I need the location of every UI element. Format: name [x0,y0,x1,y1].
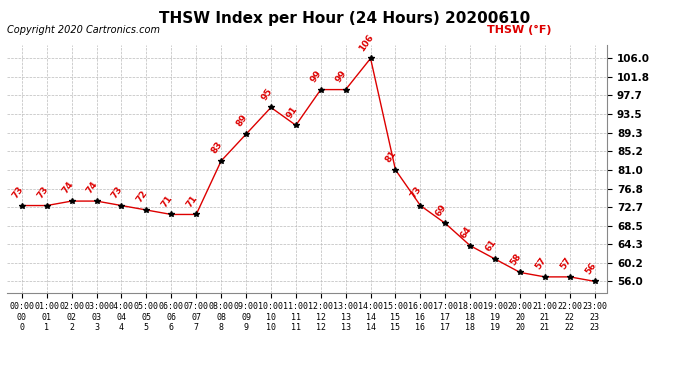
Text: 71: 71 [185,194,199,209]
Text: 58: 58 [509,252,523,267]
Text: Copyright 2020 Cartronics.com: Copyright 2020 Cartronics.com [7,25,160,35]
Text: 106: 106 [357,32,375,53]
Text: 57: 57 [533,256,548,272]
Text: 73: 73 [409,184,424,200]
Text: 73: 73 [110,184,125,200]
Text: 72: 72 [135,189,150,204]
Text: 56: 56 [583,260,598,276]
Text: 81: 81 [384,149,399,164]
Text: 61: 61 [484,238,498,254]
Text: 57: 57 [558,256,573,272]
Text: 99: 99 [309,68,324,84]
Text: 73: 73 [10,184,25,200]
Text: THSW Index per Hour (24 Hours) 20200610: THSW Index per Hour (24 Hours) 20200610 [159,11,531,26]
Text: 74: 74 [60,180,75,195]
Text: 64: 64 [459,225,473,240]
Text: 99: 99 [334,68,349,84]
Text: 69: 69 [434,202,448,218]
Text: 83: 83 [210,140,224,155]
Text: 91: 91 [284,104,299,120]
Text: THSW (°F): THSW (°F) [487,25,551,35]
Text: 95: 95 [259,86,274,102]
Text: 73: 73 [35,184,50,200]
Text: 89: 89 [235,113,249,129]
Text: 74: 74 [85,180,100,195]
Text: 71: 71 [160,194,175,209]
